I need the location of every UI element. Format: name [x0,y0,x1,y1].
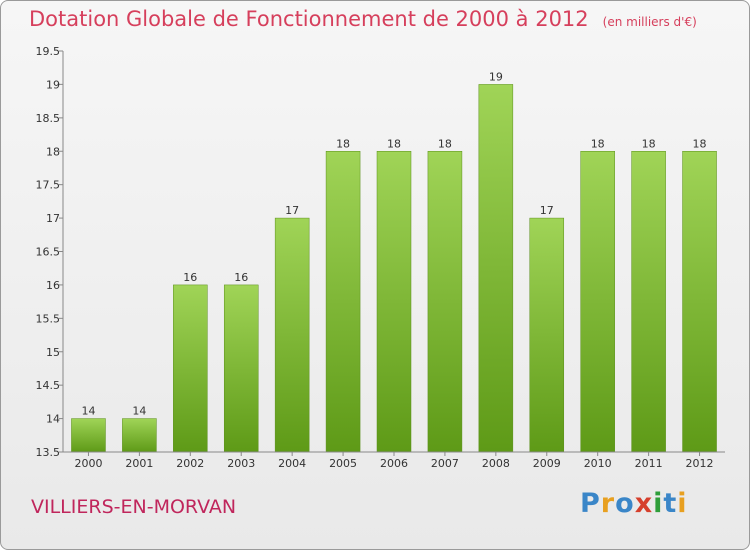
y-axis: 13.5 14 14.5 15 15.5 16 16.5 17 17.5 18 18.5 19 19.5 [36,45,64,459]
bar-2008 [478,84,514,453]
y-tick-label: 15.5 [36,312,61,325]
y-tick-label: 19.5 [36,45,61,58]
commune-name: VILLIERS-EN-MORVAN [31,496,237,518]
logo-letter: x [634,488,654,519]
bar-series: 14 14 16 16 17 18 18 18 19 17 18 18 18 [71,70,717,453]
x-tick-label: 2001 [125,457,153,470]
bar-2007 [427,151,463,453]
chart-subtitle: (en milliers d'€) [602,15,697,29]
y-tick-label: 16.5 [36,246,61,259]
bar-value-label: 17 [540,204,554,217]
x-tick-label: 2002 [176,457,204,470]
logo-letter: i [653,488,664,519]
y-tick-label: 15 [46,346,60,359]
bar-2011 [631,151,666,453]
bar-value-label: 18 [336,137,350,150]
x-tick-label: 2011 [635,457,663,470]
bar-value-label: 18 [387,137,401,150]
y-tick-label: 13.5 [36,446,61,459]
bar-value-label: 18 [438,137,452,150]
y-tick-label: 18.5 [36,112,61,125]
x-tick-label: 2005 [329,457,357,470]
bar-2012 [682,151,717,453]
logo-letter: r [600,488,616,519]
bar-value-label: 16 [183,271,197,284]
logo-letter: i [677,488,688,519]
x-tick-label: 2012 [686,457,714,470]
chart-title: Dotation Globale de Fonctionnement de 20… [29,7,697,31]
proxiti-logo: Proxiti [580,488,688,519]
logo-letter: P [580,488,601,519]
x-tick-label: 2003 [227,457,255,470]
y-tick-label: 14.5 [36,379,61,392]
bar-2000 [71,418,106,453]
y-tick-label: 18 [46,145,60,158]
y-tick-label: 17.5 [36,179,61,192]
bar-2004 [274,217,310,453]
bar-value-label: 14 [81,405,95,418]
x-tick-label: 2008 [482,457,510,470]
x-tick-label: 2006 [380,457,408,470]
logo-letter: t [663,488,678,519]
bar-2010 [580,151,615,453]
x-axis: 2000 2001 2002 2003 2004 2005 2006 2007 2008 2009… [63,451,725,470]
bar-2002 [173,284,208,453]
x-tick-label: 2007 [431,457,459,470]
x-tick-label: 2010 [584,457,612,470]
x-tick-label: 2004 [278,457,306,470]
y-tick-label: 14 [46,413,60,426]
y-tick-label: 19 [46,78,60,91]
y-tick-label: 17 [46,212,60,225]
bar-value-label: 18 [591,137,605,150]
bar-2003 [223,284,259,453]
bar-value-label: 16 [234,271,248,284]
bar-2009 [529,217,565,453]
bar-value-label: 19 [489,70,503,83]
bar-value-label: 17 [285,204,299,217]
bar-value-label: 18 [642,137,656,150]
bar-value-label: 14 [132,405,146,418]
logo-letter: o [615,488,635,519]
bar-2001 [122,418,157,453]
x-tick-label: 2009 [533,457,561,470]
y-tick-label: 16 [46,279,60,292]
x-tick-label: 2000 [74,457,102,470]
bar-value-label: 18 [693,137,707,150]
bar-2005 [325,151,361,453]
chart-title-text: Dotation Globale de Fonctionnement de 20… [29,7,589,31]
bar-2006 [376,151,412,453]
